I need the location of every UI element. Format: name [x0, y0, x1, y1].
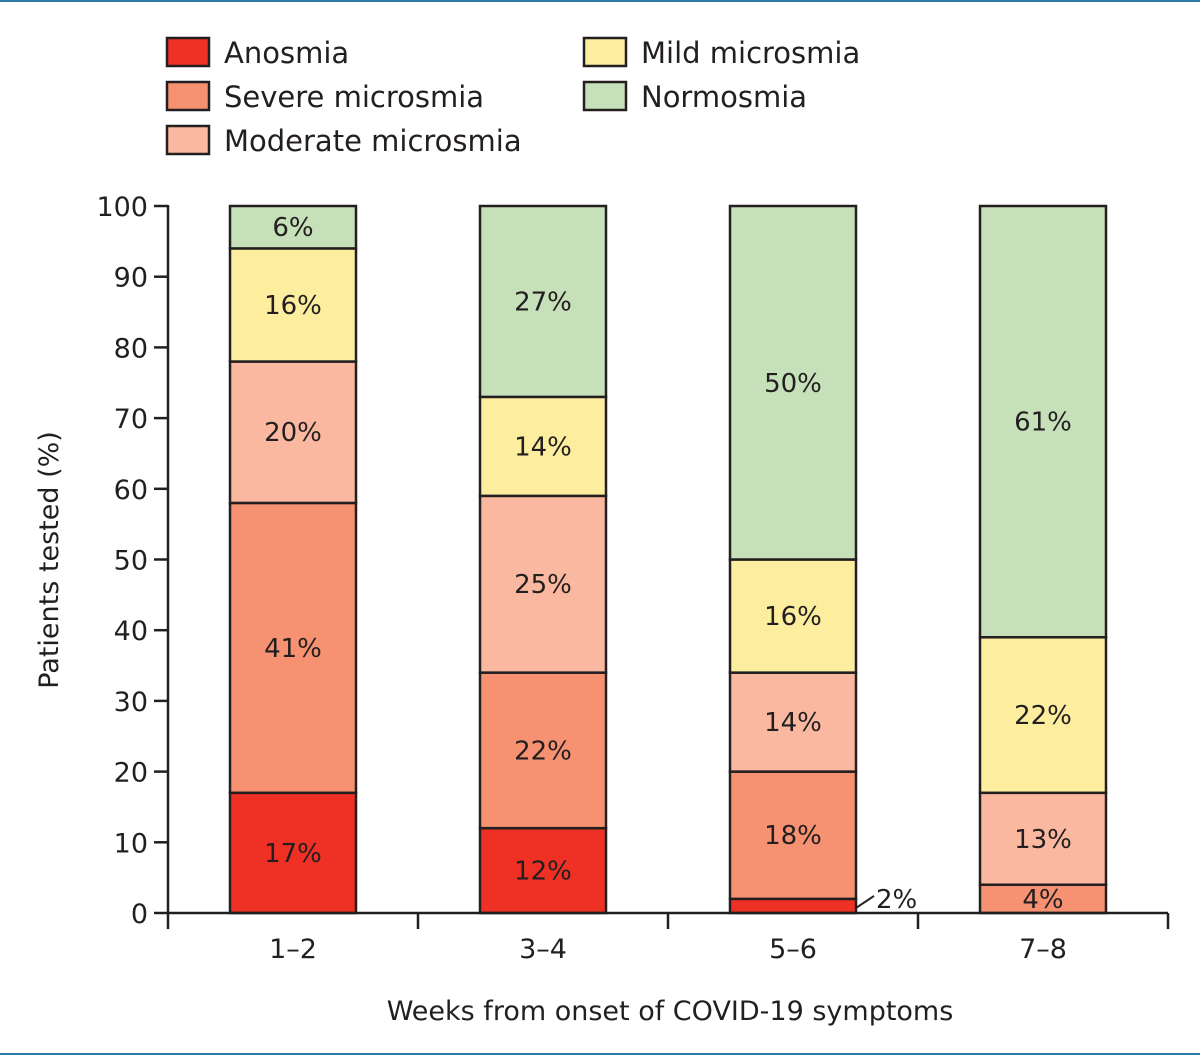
bar-label-2-4: 14% [514, 432, 572, 462]
bar-label-1-5: 6% [272, 213, 313, 243]
bar-label-4-4: 22% [1014, 701, 1072, 731]
bar-label-3-1: 2% [876, 885, 917, 915]
bar-label-2-5: 27% [514, 287, 572, 317]
y-tick-label-10: 10 [114, 828, 148, 859]
bar-segment-4-3 [978, 791, 1108, 886]
bar-label-4-5: 61% [1014, 408, 1072, 438]
y-tick-label-20: 20 [114, 758, 148, 789]
y-tick-label-80: 80 [114, 333, 148, 364]
bar-label-1-3: 20% [264, 418, 322, 448]
bar-segment-3-5 [728, 204, 858, 561]
bar-segment-1-2 [228, 501, 358, 795]
bar-label-1-2: 41% [264, 634, 322, 664]
bar-group-4: 4% 13% 22% 61% [978, 204, 1108, 915]
bar-segment-2-4 [478, 395, 608, 498]
x-tick-label-3: 5–6 [769, 934, 817, 965]
bar-label-1-4: 16% [264, 291, 322, 321]
legend: Anosmia Severe microsmia Moderate microsmi… [165, 36, 860, 158]
legend-swatch-2 [165, 80, 211, 112]
legend-swatch-4 [582, 36, 628, 68]
x-tick-label-1: 1–2 [269, 934, 317, 965]
y-tick-label-100: 100 [96, 192, 148, 223]
bar-label-1-1: 17% [264, 839, 322, 869]
bar-segment-4-5 [978, 204, 1108, 639]
bar-segment-3-4 [728, 558, 858, 674]
legend-label-4: Mild microsmia [641, 36, 860, 70]
bar-label-3-3: 14% [764, 708, 822, 738]
bar-label-2-2: 22% [514, 736, 572, 766]
bar-label-3-5: 50% [764, 369, 822, 399]
bar-segment-3-2 [728, 770, 858, 901]
x-axis-title: Weeks from onset of COVID-19 symptoms [387, 996, 954, 1027]
x-tick-label-2: 3–4 [519, 934, 567, 965]
legend-swatch-3 [165, 124, 211, 156]
bottom-rule [0, 1053, 1200, 1055]
legend-label-2: Severe microsmia [224, 80, 484, 114]
y-tick-label-60: 60 [114, 475, 148, 506]
bar-label-2-3: 25% [514, 570, 572, 600]
bar-segment-3-1 [728, 897, 858, 915]
bar-label-3-2: 18% [764, 821, 822, 851]
legend-label-5: Normosmia [641, 80, 807, 114]
y-tick-label-50: 50 [114, 546, 148, 577]
bar-label-2-1: 12% [514, 857, 572, 887]
y-tick-label-40: 40 [114, 616, 148, 647]
bar-label-4-2: 4% [1022, 885, 1063, 915]
y-tick-label-30: 30 [114, 687, 148, 718]
bar-label-4-3: 13% [1014, 825, 1072, 855]
y-axis-title: Patients tested (%) [34, 431, 65, 689]
x-tick-label-4: 7–8 [1019, 934, 1067, 965]
legend-label-1: Anosmia [224, 36, 349, 70]
bar-segment-2-3 [478, 494, 608, 674]
legend-label-3: Moderate microsmia [224, 124, 522, 158]
bar-group-2: 12% 22% 25% 14% 27% [478, 204, 608, 915]
axes: 0 10 20 30 40 50 60 70 80 90 100 1–2 3–4 5–6 7–8 [96, 192, 1170, 965]
bar-label-3-4: 16% [764, 602, 822, 632]
bar-segment-1-3 [228, 360, 358, 505]
bar-segment-4-4 [978, 636, 1108, 795]
bar-group-1: 17% 41% 20% 16% 6% [228, 204, 358, 915]
bar-segment-2-5 [478, 204, 608, 399]
y-tick-label-90: 90 [114, 263, 148, 294]
y-tick-label-70: 70 [114, 404, 148, 435]
legend-swatch-5 [582, 80, 628, 112]
callout-line-3-1 [855, 895, 875, 909]
legend-swatch-1 [165, 36, 211, 68]
top-rule [0, 0, 1200, 2]
y-tick-label-0: 0 [131, 899, 148, 930]
bar-segment-1-5 [228, 204, 358, 250]
bars: 17% 41% 20% 16% 6% 12% 22% 25% 14% 27% 2% 18% 14% 16%… [228, 204, 1108, 915]
bar-group-3: 2% 18% 14% 16% 50% [728, 204, 917, 915]
